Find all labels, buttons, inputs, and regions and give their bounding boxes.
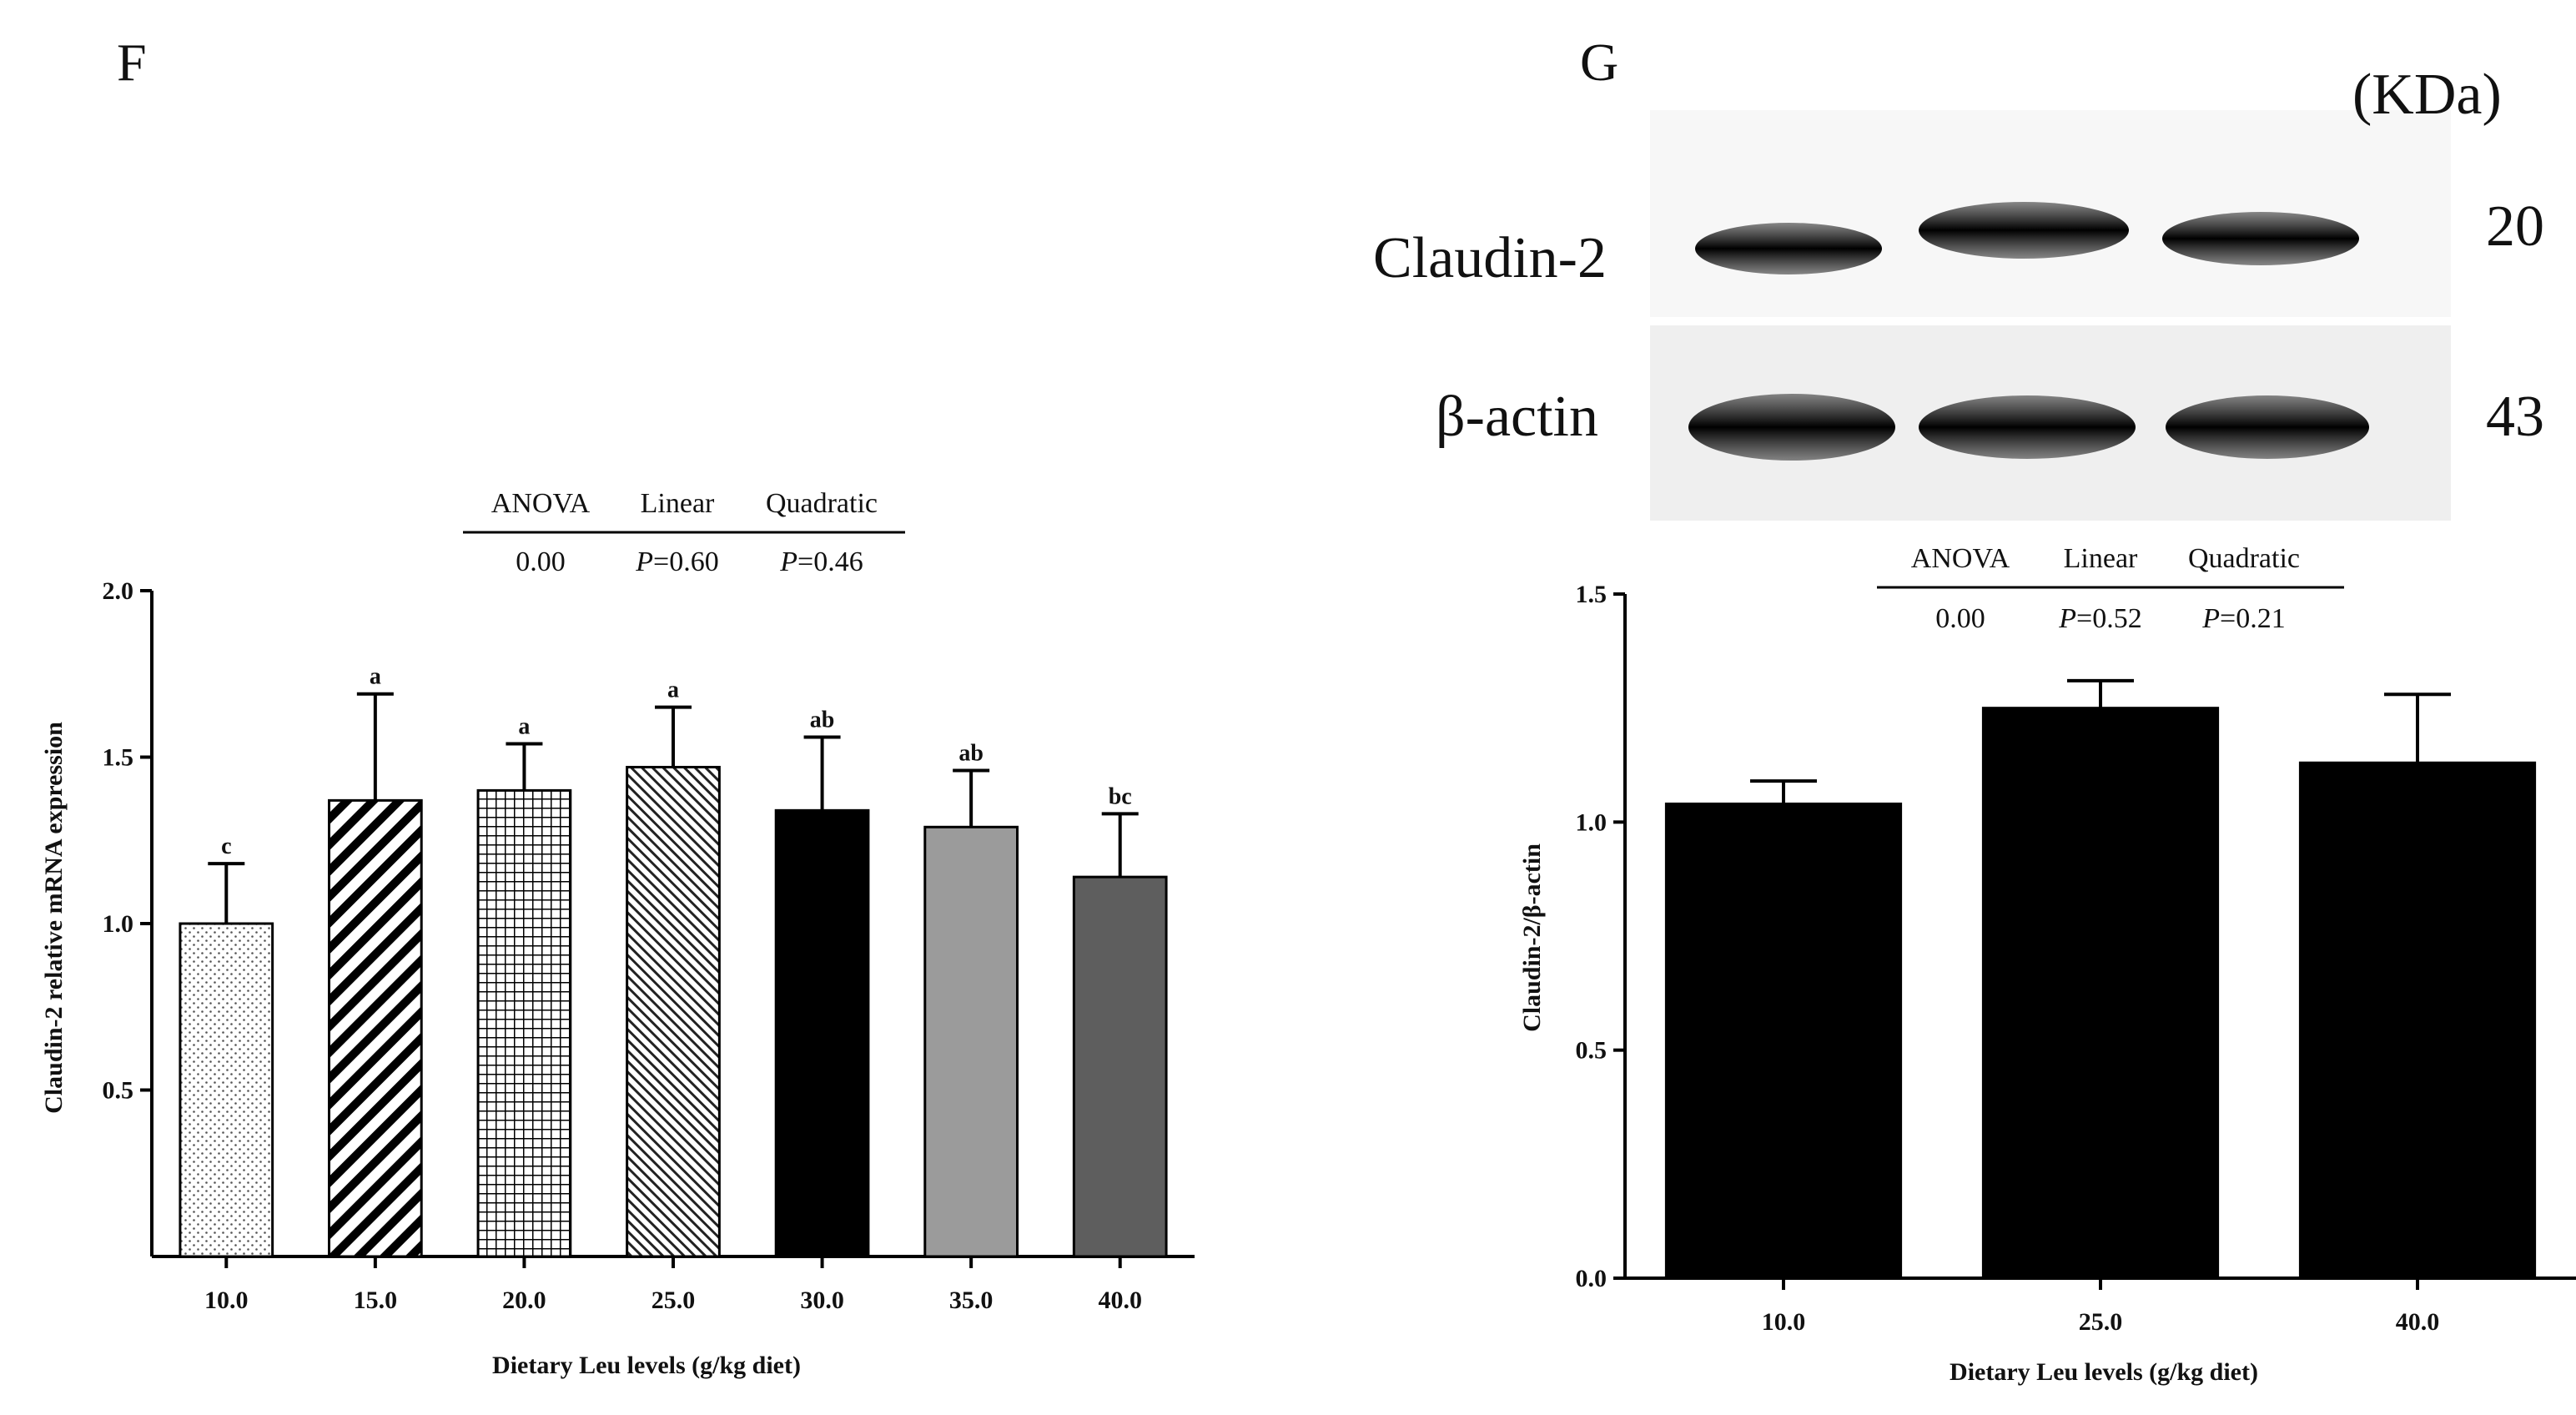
stats-table-g: ANOVA Linear Quadratic 0.00 P=0.52 P=0.2… — [1877, 543, 2344, 634]
y-axis-label-g: Claudin-2/β-actin — [1518, 843, 1546, 1032]
stats-value-quadratic-g: P=0.21 — [2201, 603, 2285, 634]
x-tick-label: 40.0 — [2396, 1308, 2440, 1336]
bar-30.0 — [774, 808, 870, 1258]
chart-g: ANOVA Linear Quadratic 0.00 P=0.52 P=0.2… — [1518, 543, 2576, 1386]
stats-value-linear: P=0.60 — [635, 546, 718, 577]
stats-value-linear-g: P=0.52 — [2058, 603, 2141, 634]
blot-kda-beta-actin: 43 — [2486, 385, 2544, 449]
bar-35.0 — [923, 825, 1019, 1258]
significance-letter: c — [221, 833, 231, 859]
significance-letter: ab — [810, 708, 835, 733]
blot-unit-label: (KDa) — [2352, 63, 2502, 127]
bar-15.0 — [328, 798, 423, 1258]
y-tick-label: 1.0 — [1576, 808, 1607, 836]
significance-letter: a — [518, 714, 530, 740]
stats-value-anova-g: 0.00 — [1935, 603, 1985, 634]
band-beta-actin-10 — [1688, 394, 1895, 461]
band-beta-actin-40 — [2166, 395, 2369, 459]
x-axis-label-f: Dietary Leu levels (g/kg diet) — [492, 1352, 801, 1379]
y-axis-label-f: Claudin-2 relative mRNA expression — [40, 722, 68, 1114]
y-tick-label: 0.5 — [103, 1077, 134, 1105]
stats-header-anova: ANOVA — [491, 488, 591, 519]
y-tick-label: 0.0 — [1576, 1265, 1607, 1292]
bar-40.0 — [2298, 761, 2537, 1280]
plot-area-f: 0.5 1.0 1.5 2.0 10.0 c 15.0 a 20.0 a 25.0 a 30.0 ab 35… — [103, 577, 1195, 1314]
band-claudin-2-40 — [2162, 212, 2359, 265]
chart-f: ANOVA Linear Quadratic 0.00 P=0.60 P=0.4… — [40, 488, 1195, 1379]
significance-letter: a — [370, 664, 381, 690]
y-tick-label: 1.5 — [103, 744, 134, 772]
x-tick-label: 20.0 — [502, 1287, 546, 1314]
x-tick-label: 40.0 — [1098, 1287, 1142, 1314]
bar-25.0 — [626, 765, 721, 1258]
x-tick-label: 15.0 — [354, 1287, 398, 1314]
y-tick-label: 1.0 — [103, 910, 134, 938]
x-tick-label: 10.0 — [1762, 1308, 1806, 1336]
stats-table-f: ANOVA Linear Quadratic 0.00 P=0.60 P=0.4… — [463, 488, 905, 577]
significance-letter: ab — [958, 740, 984, 766]
band-claudin-2-25 — [1919, 202, 2129, 259]
blot-protein-beta-actin: β-actin — [1436, 385, 1598, 449]
x-tick-label: 35.0 — [949, 1287, 994, 1314]
bar-40.0 — [1072, 875, 1168, 1258]
stats-value-anova: 0.00 — [516, 546, 566, 577]
plot-area-g: 0.0 0.5 1.0 1.5 10.0 25.0 40.0 — [1576, 581, 2576, 1336]
y-tick-label: 1.5 — [1576, 581, 1607, 608]
bar-10.0 — [179, 922, 274, 1258]
y-tick-label: 2.0 — [103, 577, 134, 605]
x-tick-label: 30.0 — [800, 1287, 844, 1314]
x-tick-label: 10.0 — [204, 1287, 249, 1314]
significance-letter: bc — [1109, 783, 1132, 809]
panel-letter-g: G — [1580, 33, 1618, 92]
x-axis-label-g: Dietary Leu levels (g/kg diet) — [1950, 1358, 2258, 1386]
stats-header-linear: Linear — [641, 488, 715, 519]
y-tick-label: 0.5 — [1576, 1037, 1607, 1065]
stats-value-quadratic: P=0.46 — [779, 546, 863, 577]
western-blot: (KDa) Claudin-2 β-actin 20 43 — [1373, 63, 2544, 521]
x-tick-label: 25.0 — [652, 1287, 696, 1314]
stats-header-anova-g: ANOVA — [1911, 543, 2010, 574]
stats-header-quadratic-g: Quadratic — [2188, 543, 2300, 574]
bar-25.0 — [1981, 707, 2220, 1280]
bar-10.0 — [1664, 802, 1903, 1280]
band-claudin-2-10 — [1695, 223, 1882, 274]
bar-20.0 — [476, 788, 572, 1258]
band-beta-actin-25 — [1919, 395, 2136, 459]
stats-header-quadratic: Quadratic — [766, 488, 878, 519]
panel-letter-f: F — [117, 33, 147, 92]
x-tick-label: 25.0 — [2079, 1308, 2123, 1336]
blot-kda-claudin-2: 20 — [2486, 194, 2544, 259]
stats-header-linear-g: Linear — [2064, 543, 2138, 574]
blot-protein-claudin-2: Claudin-2 — [1373, 226, 1607, 290]
significance-letter: a — [667, 677, 679, 703]
